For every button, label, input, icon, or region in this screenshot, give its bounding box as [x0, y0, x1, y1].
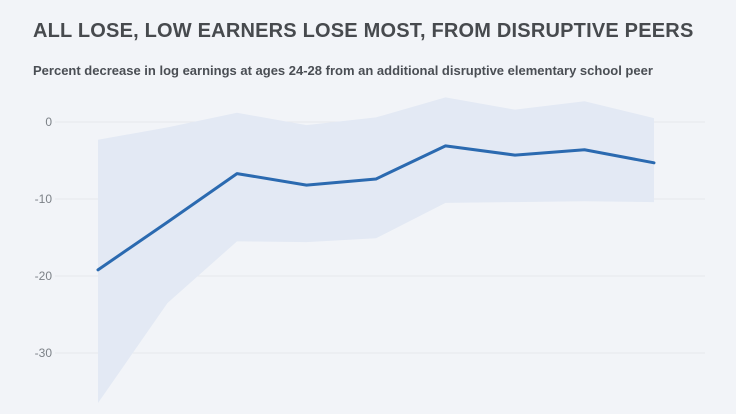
- earnings-line: [96, 144, 656, 272]
- y-tick-label: -20: [35, 269, 53, 283]
- y-tick-label: -10: [35, 192, 53, 206]
- y-tick-label: 0: [45, 115, 52, 129]
- series-group: [96, 97, 656, 404]
- y-tick-label-group: 0 -10 -20 -30: [35, 115, 53, 360]
- confidence-band: [98, 97, 654, 404]
- y-tick-label: -30: [35, 346, 53, 360]
- chart-subtitle: Percent decrease in log earnings at ages…: [33, 63, 653, 78]
- chart-title: ALL LOSE, LOW EARNERS LOSE MOST, FROM DI…: [33, 20, 694, 42]
